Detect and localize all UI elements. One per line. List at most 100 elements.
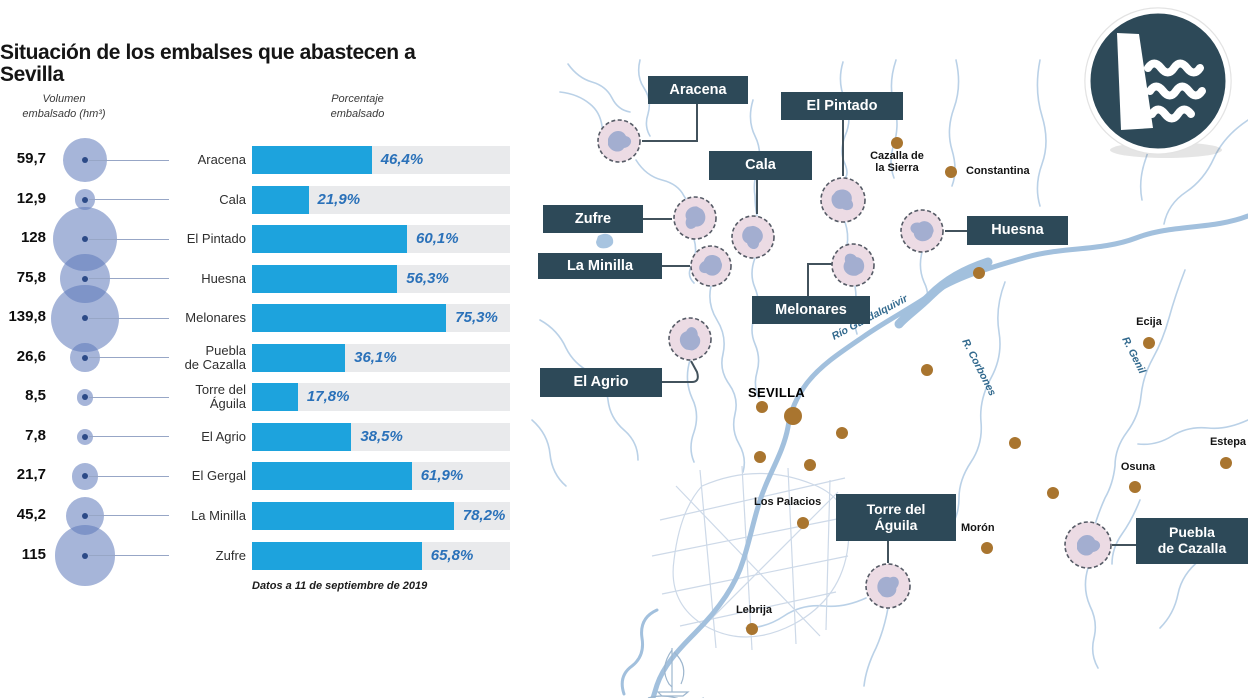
reservoir-name-line: El Agrio — [201, 428, 246, 444]
volume-header-line2: embalsado (hm³) — [22, 107, 106, 120]
reservoir-name-line: La Minilla — [191, 507, 246, 523]
reservoir-leader-line — [642, 104, 698, 142]
reservoir-name-line: Huesna — [201, 270, 246, 286]
bubble-leader-line — [89, 396, 169, 398]
reservoir-water-shape — [831, 189, 854, 211]
town-dot — [973, 267, 985, 279]
percent-value: 75,3% — [455, 309, 498, 327]
reservoir-name: Melonares — [96, 311, 246, 325]
town-dot — [1047, 487, 1059, 499]
volume-header-line1: Volumen — [42, 93, 86, 105]
reservoir-name-line: Aracena — [197, 151, 246, 167]
bubble-center-dot — [82, 433, 88, 440]
bubble-leader-line — [89, 475, 169, 477]
reservoir-name-line: Zufre — [215, 547, 246, 563]
town-dot — [754, 451, 766, 463]
reservoir-name: El Pintado — [96, 232, 246, 246]
reservoir-chart: Situación de los embalses que abastecen … — [0, 0, 532, 698]
volume-value: 75,8 — [16, 268, 46, 286]
town-dot — [784, 407, 802, 425]
bubble-center-dot — [82, 512, 88, 519]
volume-column-header: Volumen embalsado (hm³) — [8, 92, 120, 122]
volume-value: 8,5 — [25, 387, 46, 405]
bubble-leader-line — [89, 515, 169, 517]
percent-value: 46,4% — [380, 151, 424, 168]
sailboat-icon — [647, 648, 704, 698]
volume-value: 59,7 — [16, 150, 46, 167]
town-dot — [981, 542, 993, 554]
percent-bar-fill — [252, 343, 346, 372]
percent-value: 36,1% — [354, 348, 397, 366]
reservoir-water-shape — [699, 255, 723, 276]
reservoir-name: El Agrio — [96, 428, 246, 444]
percent-column-header: Porcentaje embalsado — [305, 92, 410, 122]
percent-bar-fill — [252, 541, 422, 570]
bubble-center-dot — [82, 157, 88, 163]
reservoir-name: Puebla de Cazalla — [96, 342, 246, 372]
percent-value: 65,8% — [430, 546, 474, 564]
bubble-leader-line — [89, 199, 169, 201]
reservoir-name: Cala — [96, 191, 246, 207]
reservoir-name: Aracena — [96, 151, 246, 167]
reservoir-name: Huesna — [96, 270, 246, 286]
page-title: Situación de los embalses que abastecen … — [0, 41, 416, 87]
bubble-center-dot — [82, 196, 88, 203]
town-dot — [891, 137, 903, 149]
percent-value: 61,9% — [420, 467, 464, 485]
volume-value: 139,8 — [8, 308, 46, 326]
percent-bar-fill — [252, 462, 412, 491]
bubble-leader-line — [89, 238, 169, 240]
reservoir-water-shape — [742, 225, 763, 250]
volume-value: 12,9 — [16, 189, 46, 207]
percent-value: 56,3% — [406, 269, 449, 287]
percent-bar-fill — [252, 304, 447, 333]
bubble-leader-line — [89, 317, 169, 319]
town-dot — [797, 517, 809, 529]
small-lake — [596, 233, 614, 249]
reservoir-water-shape — [685, 206, 706, 229]
town-dot — [921, 364, 933, 376]
reservoir-name-line: Cala — [219, 191, 246, 207]
bubble-center-dot — [82, 552, 88, 559]
reservoir-water-shape — [1077, 534, 1101, 556]
percent-value: 17,8% — [306, 388, 350, 406]
percent-bar-fill — [252, 225, 408, 254]
bubble-leader-line — [89, 159, 169, 161]
volume-value: 128 — [20, 229, 46, 247]
reservoir-name: El Gergal — [96, 469, 246, 483]
volume-value: 26,6 — [16, 347, 46, 365]
reservoir-leader-line — [807, 263, 832, 296]
bubble-leader-line — [89, 278, 169, 280]
bubble-leader-line — [89, 436, 169, 438]
reservoir-name-line: de Cazalla — [184, 356, 246, 372]
town-dot — [945, 166, 957, 178]
data-date-note: Datos a 11 de septiembre de 2019 — [252, 580, 428, 592]
dam-logo — [1084, 7, 1232, 158]
town-dot — [1143, 337, 1155, 349]
bubble-center-dot — [82, 275, 88, 282]
reservoir-name: Torre del Águila — [96, 383, 246, 411]
reservoir-name-line: Águila — [209, 396, 246, 412]
volume-value: 45,2 — [16, 505, 46, 523]
reservoir-name-line: Melonares — [185, 310, 246, 326]
river-name-label: R. Corbones — [959, 337, 998, 398]
reservoir-name-line: Torre del — [195, 382, 246, 398]
reservoir-name-line: Puebla — [205, 342, 246, 358]
bubble-center-dot — [82, 354, 88, 361]
volume-value: 7,8 — [25, 426, 46, 444]
percent-bar-fill — [252, 383, 298, 412]
reservoir-water-shape — [608, 130, 632, 152]
bubble-center-dot — [82, 236, 88, 243]
percent-value: 60,1% — [416, 230, 459, 248]
bubble-center-dot — [82, 315, 88, 322]
percent-value: 38,5% — [360, 427, 403, 445]
reservoir-water-shape — [910, 221, 934, 242]
town-dot — [1220, 457, 1232, 469]
reservoir-name: La Minilla — [96, 507, 246, 523]
volume-value: 115 — [21, 545, 46, 563]
percent-bar-fill — [252, 422, 352, 451]
percent-header-line2: embalsado — [330, 107, 385, 120]
bubble-center-dot — [82, 394, 88, 401]
percent-header-line1: Porcentaje — [331, 93, 384, 105]
reservoir-water-shape — [843, 253, 865, 276]
